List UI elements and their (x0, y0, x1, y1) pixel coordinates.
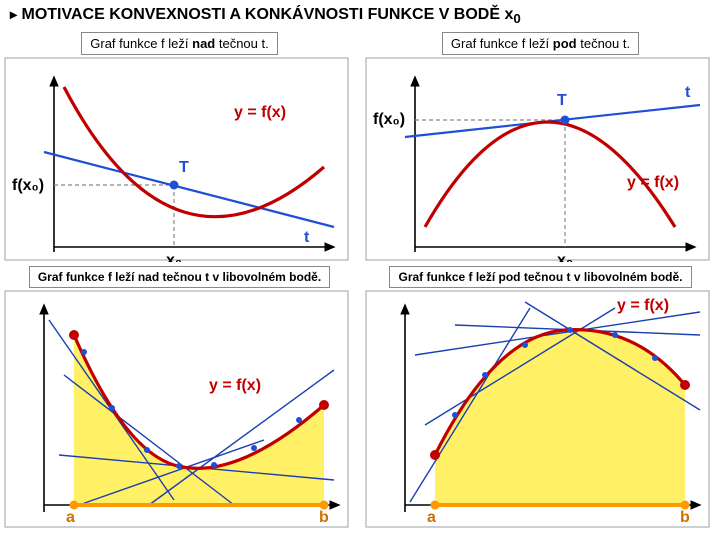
tangent-point (170, 181, 179, 190)
endpoint-a (69, 330, 79, 340)
chart-top-right: T t y = f(x) f(x₀) x₀ (365, 57, 710, 262)
chart-bottom-right: y = f(x) a b (365, 290, 710, 528)
label-T: T (179, 159, 189, 176)
label-b: b (319, 509, 329, 526)
tangent-point (561, 116, 570, 125)
label-fx0: f(x₀) (12, 177, 44, 194)
label-yfx: y = f(x) (627, 174, 679, 191)
title-sub: 0 (513, 11, 520, 26)
label-a: a (66, 509, 75, 526)
panel-top-left: Graf funkce f leží nad tečnou t. Graf fu… (4, 30, 355, 262)
chart-top-left: T t y = f(x) f(x₀) x₀ (4, 57, 349, 262)
label-yfx: y = f(x) (617, 297, 669, 314)
caption-top-left: Graf funkce f leží nad tečnou t. Graf fu… (81, 32, 277, 55)
label-a: a (427, 509, 436, 526)
tangent-line (44, 152, 334, 227)
caption-top-right: Graf funkce f leží pod tečnou t. Graf fu… (442, 32, 639, 55)
panel-bottom-right: Graf funkce f leží pod tečnou t v libovo… (365, 264, 716, 528)
title-text: MOTIVACE KONVEXNOSTI A KONKÁVNOSTI FUNKC… (21, 6, 513, 23)
title-marker: ▸ (10, 6, 17, 22)
chart-bottom-left: y = f(x) a b (4, 290, 349, 528)
label-b: b (680, 509, 690, 526)
region (74, 335, 324, 505)
region (435, 330, 685, 505)
label-t: t (304, 229, 310, 246)
label-yfx: y = f(x) (209, 377, 261, 394)
page-title: ▸ MOTIVACE KONVEXNOSTI A KONKÁVNOSTI FUN… (10, 6, 716, 26)
label-x0: x₀ (166, 252, 182, 262)
panel-top-right: Graf funkce f leží pod tečnou t. Graf fu… (365, 30, 716, 262)
endpoint-a (430, 450, 440, 460)
frame (366, 58, 709, 260)
label-fx0: f(x₀) (373, 111, 405, 128)
endpoint-b (319, 400, 329, 410)
label-t: t (685, 84, 691, 101)
label-yfx: y = f(x) (234, 104, 286, 121)
frame (5, 58, 348, 260)
endpoint-b (680, 380, 690, 390)
label-x0: x₀ (557, 252, 573, 262)
panel-bottom-left: Graf funkce f leží nad tečnou t v libovo… (4, 264, 355, 528)
panel-grid: Graf funkce f leží nad tečnou t. Graf fu… (4, 30, 716, 528)
caption-bottom-right: Graf funkce f leží pod tečnou t v libovo… (389, 266, 691, 288)
caption-bottom-left: Graf funkce f leží nad tečnou t v libovo… (29, 266, 330, 288)
label-T: T (557, 92, 567, 109)
